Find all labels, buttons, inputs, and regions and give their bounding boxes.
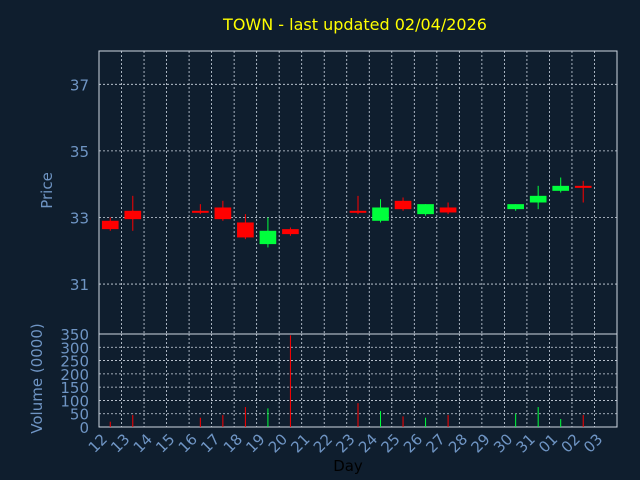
- volume-axis-label: Volume (0000): [28, 323, 46, 433]
- chart-title: TOWN - last updated 02/04/2026: [222, 15, 487, 34]
- candle-body: [529, 195, 547, 203]
- candle-body: [417, 204, 434, 215]
- candle-body: [237, 222, 254, 238]
- volume-y-tick-label: 100: [60, 392, 89, 410]
- price-y-ticks: 31 33 35 37: [70, 76, 89, 294]
- volume-y-tick-label: 50: [70, 406, 89, 424]
- volume-grid: [99, 334, 617, 427]
- x-ticks: 1213141516171819202122232425262728293031…: [85, 430, 607, 456]
- candle-body: [552, 185, 570, 191]
- candle-body: [372, 207, 389, 221]
- candles: [101, 177, 592, 248]
- x-tick-label: 03: [580, 430, 606, 456]
- candle-body: [214, 207, 232, 220]
- volume-y-tick-label: 300: [60, 339, 89, 357]
- candle-body: [349, 210, 367, 213]
- volume-y-tick-label: 200: [60, 366, 89, 384]
- candle-body: [574, 185, 592, 188]
- candle-body: [394, 200, 412, 210]
- price-y-tick-label: 37: [70, 76, 89, 94]
- candle-body: [507, 204, 524, 210]
- price-axis-label: Price: [38, 172, 56, 209]
- price-grid: [99, 51, 617, 334]
- volume-bars: [109, 335, 584, 427]
- price-y-tick-label: 31: [70, 276, 89, 294]
- volume-y-tick-label: 350: [60, 326, 89, 344]
- candle-body: [259, 230, 277, 245]
- price-y-tick-label: 35: [70, 143, 89, 161]
- volume-y-tick-label: 150: [60, 379, 89, 397]
- price-y-tick-label: 33: [70, 209, 89, 227]
- candle-body: [124, 210, 142, 220]
- candle-body: [439, 207, 457, 213]
- price-panel-frame: [98, 50, 618, 335]
- candle-body: [192, 210, 209, 213]
- x-axis-label: Day: [333, 457, 363, 475]
- candle-body: [282, 229, 299, 235]
- candle-body: [101, 220, 119, 230]
- volume-y-tick-label: 0: [79, 419, 89, 437]
- volume-y-tick-label: 250: [60, 353, 89, 371]
